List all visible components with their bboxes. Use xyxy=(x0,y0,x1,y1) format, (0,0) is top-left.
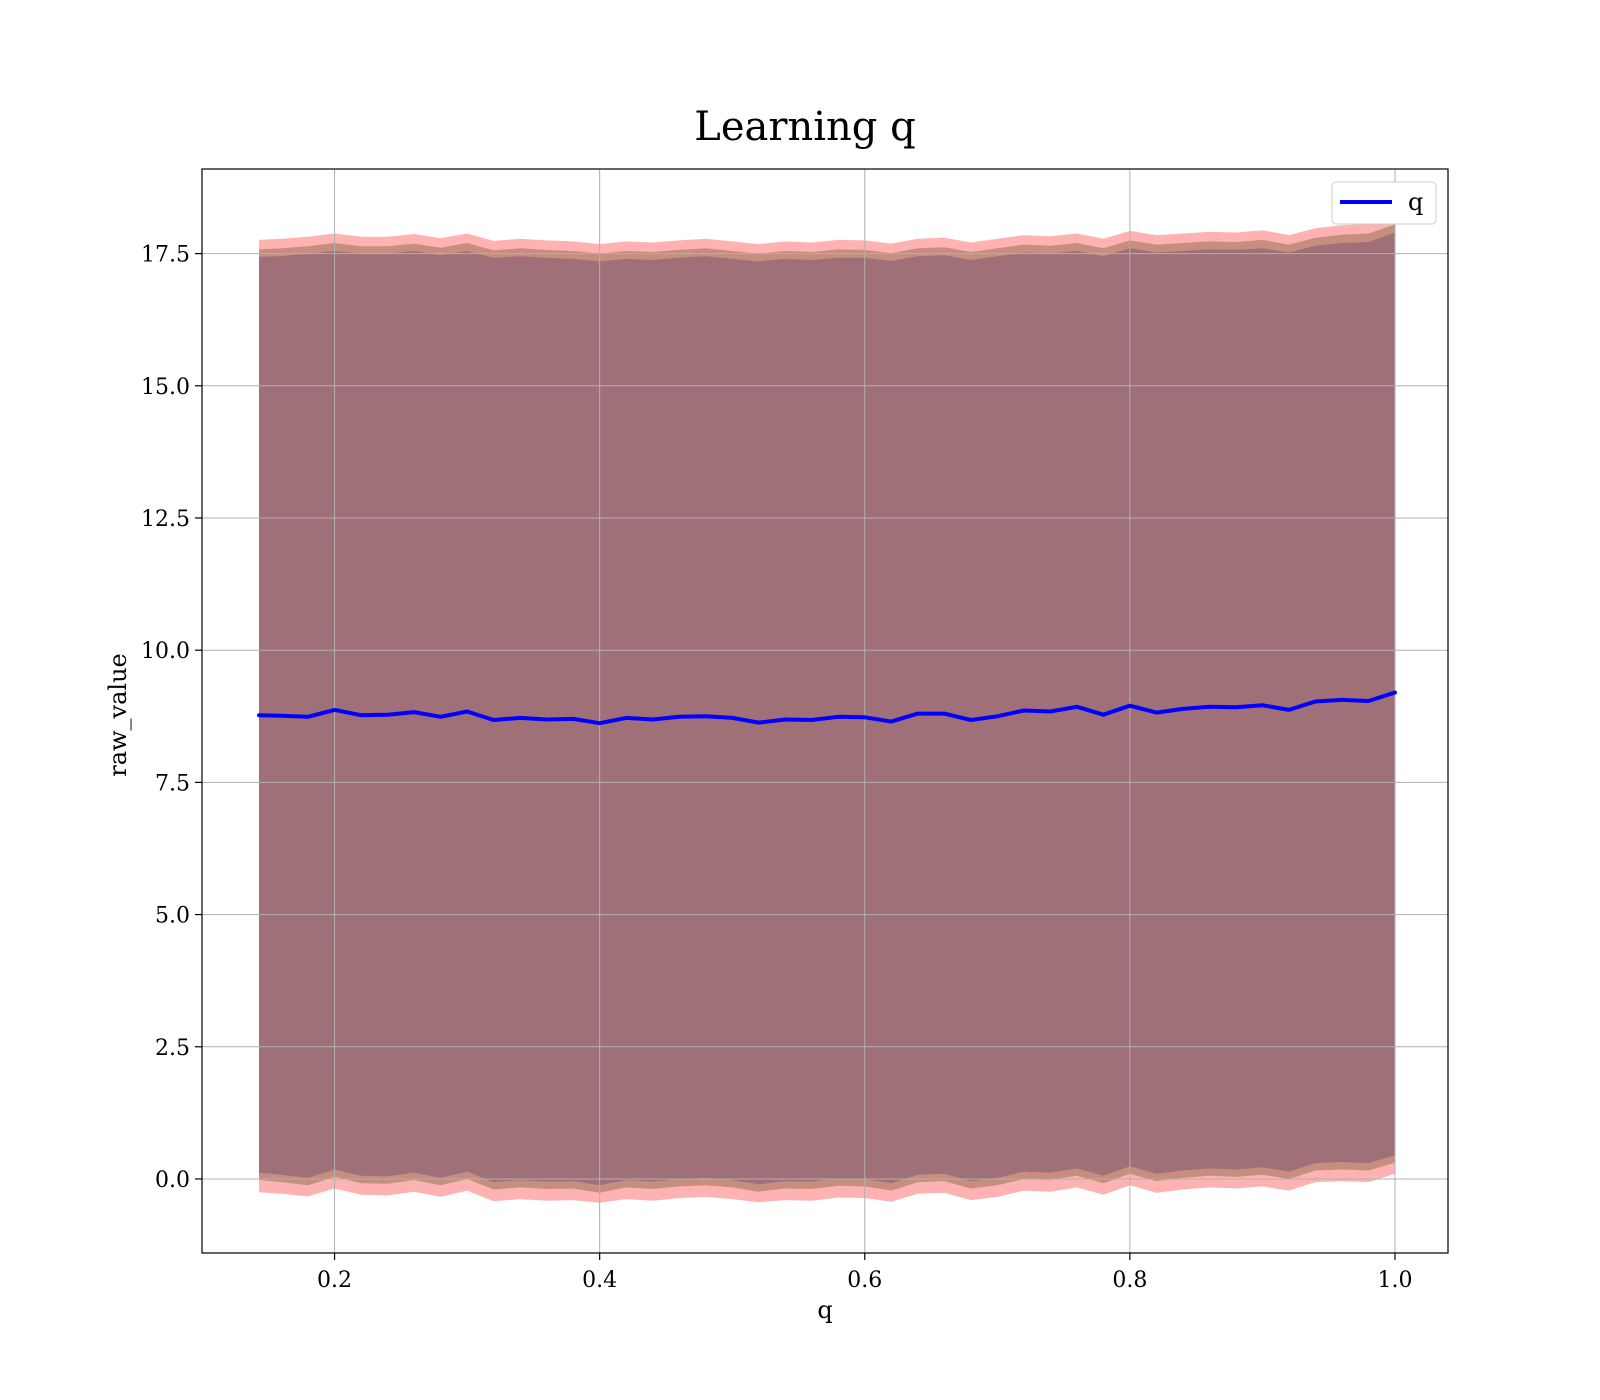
y-tick-label: 10.0 xyxy=(141,639,190,664)
plot-frame xyxy=(201,168,1449,1254)
plot-area xyxy=(201,168,1449,1254)
band-inner xyxy=(259,232,1395,1186)
y-tick-label: 2.5 xyxy=(155,1036,190,1061)
x-axis-ticks: 0.2 0.4 0.6 0.8 1.0 xyxy=(317,1253,1412,1293)
x-tick-label: 1.0 xyxy=(1377,1268,1412,1293)
x-tick-label: 0.8 xyxy=(1112,1268,1147,1293)
series-lines xyxy=(257,690,1397,726)
y-tick-label: 15.0 xyxy=(141,375,190,400)
y-tick-label: 12.5 xyxy=(141,507,190,532)
series-line-q xyxy=(257,690,1397,726)
y-tick-label: 0.0 xyxy=(155,1168,190,1193)
grid-lines xyxy=(202,169,1448,1253)
y-tick-label: 17.5 xyxy=(141,243,190,268)
y-axis-ticks: 0.0 2.5 5.0 7.5 10.0 12.5 15.0 17.5 xyxy=(141,243,202,1193)
x-tick-label: 0.4 xyxy=(582,1268,617,1293)
legend: q xyxy=(1331,181,1437,225)
y-axis-label: raw_value xyxy=(104,653,132,777)
y-tick-label: 7.5 xyxy=(155,771,190,796)
legend-label-q: q xyxy=(1408,188,1423,216)
x-axis-label: q xyxy=(817,1296,832,1324)
x-tick-label: 0.6 xyxy=(847,1268,882,1293)
y-tick-label: 5.0 xyxy=(155,904,190,929)
chart-title: Learning q xyxy=(694,104,915,150)
x-tick-label: 0.2 xyxy=(317,1268,352,1293)
uncertainty-bands xyxy=(259,215,1395,1203)
